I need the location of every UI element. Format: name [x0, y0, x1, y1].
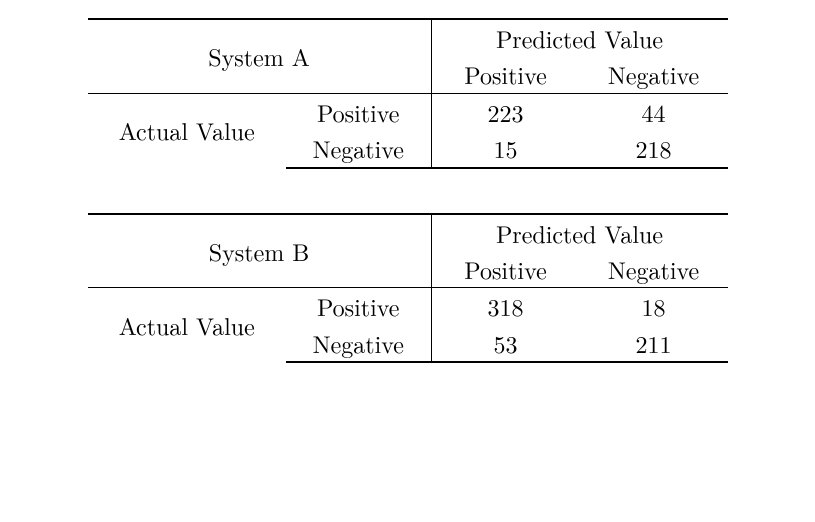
- spacer: [80, 169, 735, 213]
- actual-header: Actual Value: [88, 288, 286, 362]
- predicted-negative-header: Negative: [580, 56, 728, 93]
- predicted-positive-header: Positive: [431, 251, 580, 288]
- cell-tn: 211: [580, 325, 728, 362]
- predicted-header: Predicted Value: [431, 19, 728, 56]
- table-row: Actual Value Positive 318 18: [88, 288, 728, 325]
- table-row: Actual Value Positive 223 44: [88, 93, 728, 130]
- predicted-header: Predicted Value: [431, 214, 728, 251]
- cell-fn: 18: [580, 288, 728, 325]
- cell-tn: 218: [580, 130, 728, 167]
- confusion-matrix-system-b: System B Predicted Value Positive Negati…: [88, 213, 728, 364]
- actual-positive-label: Positive: [286, 288, 431, 325]
- cell-fn: 44: [580, 93, 728, 130]
- page: System A Predicted Value Positive Negati…: [0, 0, 815, 522]
- cell-tp: 318: [431, 288, 580, 325]
- confusion-matrix-system-a: System A Predicted Value Positive Negati…: [88, 18, 728, 169]
- actual-negative-label: Negative: [286, 325, 431, 362]
- system-title: System B: [88, 214, 432, 288]
- predicted-negative-header: Negative: [580, 251, 728, 288]
- table-header-row: System A Predicted Value: [88, 19, 728, 56]
- system-title: System A: [88, 19, 432, 93]
- actual-positive-label: Positive: [286, 93, 431, 130]
- predicted-positive-header: Positive: [431, 56, 580, 93]
- table-header-row: System B Predicted Value: [88, 214, 728, 251]
- actual-negative-label: Negative: [286, 130, 431, 167]
- cell-fp: 53: [431, 325, 580, 362]
- cell-tp: 223: [431, 93, 580, 130]
- cell-fp: 15: [431, 130, 580, 167]
- actual-header: Actual Value: [88, 93, 286, 167]
